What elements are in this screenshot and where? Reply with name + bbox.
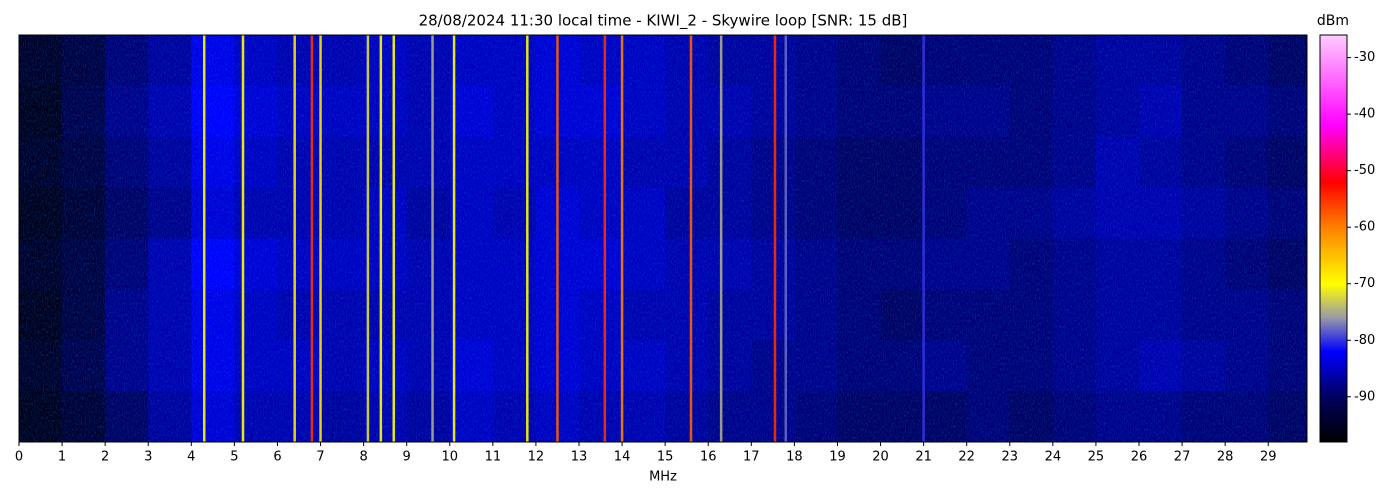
x-tick-label: 15	[657, 450, 674, 465]
chart-title: 28/08/2024 11:30 local time - KIWI_2 - S…	[419, 12, 908, 31]
x-tick-label: 14	[614, 450, 631, 465]
colorbar	[1319, 34, 1348, 443]
x-axis-label: MHz	[649, 470, 677, 485]
x-tick-label: 22	[958, 450, 975, 465]
x-tick-label: 9	[403, 450, 411, 465]
x-tick-label: 23	[1001, 450, 1018, 465]
x-tick-label: 2	[101, 450, 109, 465]
x-tick-label: 17	[743, 450, 760, 465]
x-tick-label: 20	[872, 450, 889, 465]
plot-frame	[18, 34, 1308, 443]
x-tick-label: 7	[316, 450, 324, 465]
x-tick-label: 28	[1217, 450, 1234, 465]
x-tick-label: 1	[58, 450, 66, 465]
x-tick-label: 12	[528, 450, 545, 465]
x-tick-label: 18	[786, 450, 803, 465]
colorbar-label: dBm	[1317, 13, 1349, 29]
noise-texture	[19, 35, 1307, 442]
colorbar-tick-label: -70	[1354, 276, 1375, 291]
x-tick-label: 21	[915, 450, 932, 465]
colorbar-tick-label: -90	[1354, 389, 1375, 404]
x-tick-label: 29	[1260, 450, 1277, 465]
x-tick-label: 11	[485, 450, 502, 465]
x-tick-label: 26	[1131, 450, 1148, 465]
x-tick-label: 3	[144, 450, 152, 465]
x-tick-label: 6	[273, 450, 281, 465]
colorbar-tick-label: -30	[1354, 50, 1375, 65]
colorbar-tick-label: -60	[1354, 220, 1375, 235]
x-tick-label: 10	[441, 450, 458, 465]
x-tick-label: 5	[230, 450, 238, 465]
signals	[202, 35, 925, 442]
x-tick-label: 19	[829, 450, 846, 465]
x-tick-label: 4	[187, 450, 195, 465]
x-tick-label: 8	[359, 450, 367, 465]
colorbar-tick-label: -40	[1354, 107, 1375, 122]
x-tick-label: 24	[1045, 450, 1062, 465]
colorbar-tick-label: -80	[1354, 333, 1375, 348]
colorbar-tick-label: -50	[1354, 163, 1375, 178]
x-tick-label: 27	[1174, 450, 1191, 465]
x-tick-label: 16	[700, 450, 717, 465]
x-tick-label: 25	[1088, 450, 1105, 465]
x-tick-label: 0	[15, 450, 23, 465]
x-tick-label: 13	[571, 450, 588, 465]
